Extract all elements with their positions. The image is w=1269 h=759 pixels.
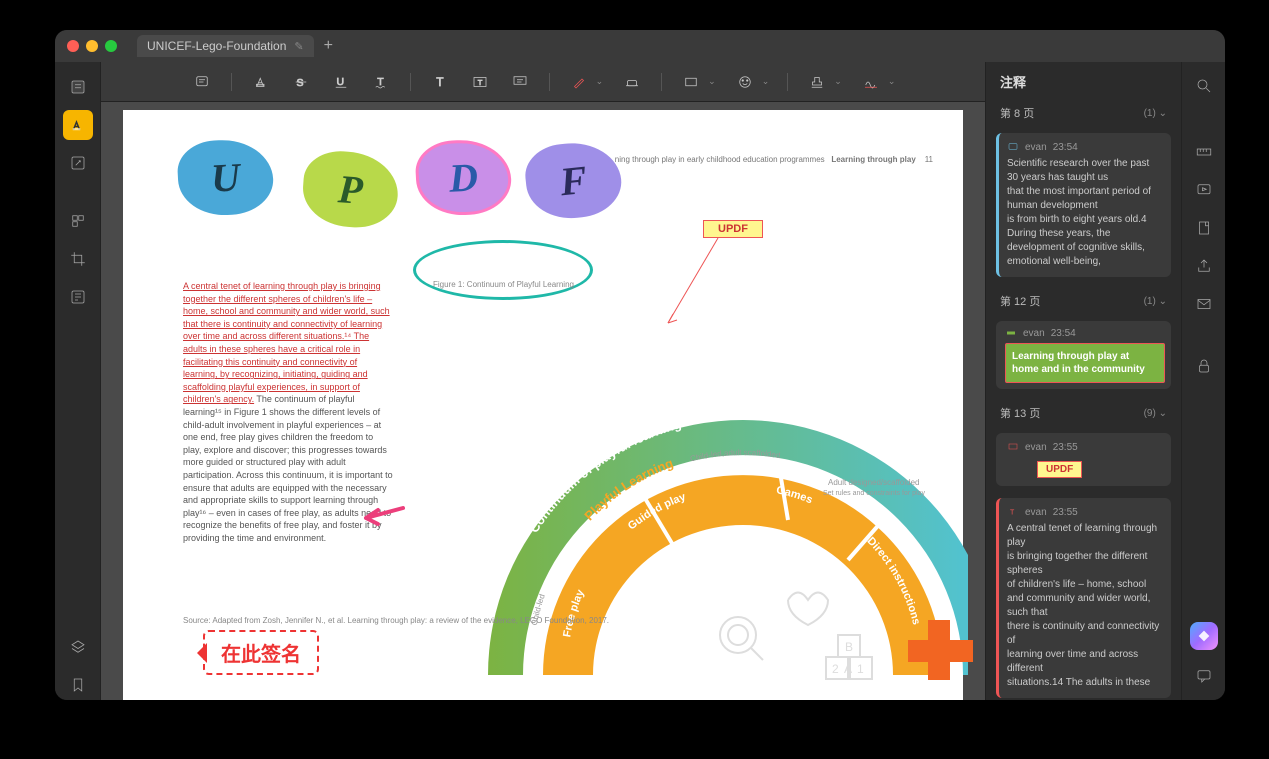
highlight-tool[interactable] — [250, 71, 272, 93]
close-dot[interactable] — [67, 40, 79, 52]
lock-button[interactable] — [1192, 354, 1216, 378]
page-group-12[interactable]: 第 12 页 (1) ⌄ — [986, 285, 1181, 317]
rename-icon[interactable]: ✎ — [294, 40, 303, 53]
page-viewport[interactable]: ning through play in early childhood edu… — [101, 102, 985, 700]
email-button[interactable] — [1192, 292, 1216, 316]
pencil-tool[interactable] — [568, 71, 590, 93]
text-tool[interactable]: T — [429, 71, 451, 93]
svg-text:2: 2 — [832, 662, 839, 676]
ocr-mode-button[interactable] — [63, 282, 93, 312]
stamp-tool[interactable] — [806, 71, 828, 93]
svg-text:U: U — [336, 76, 344, 88]
min-dot[interactable] — [86, 40, 98, 52]
organize-mode-button[interactable] — [63, 206, 93, 236]
sticker-u: U — [176, 138, 275, 218]
left-sidebar — [55, 62, 101, 700]
right-sidebar — [1181, 62, 1225, 700]
source-citation: Source: Adapted from Zosh, Jennifer N., … — [183, 616, 609, 625]
note-tool[interactable] — [191, 71, 213, 93]
tab-title: UNICEF-Lego-Foundation — [147, 39, 286, 53]
svg-text:A: A — [844, 662, 852, 676]
app-window: UNICEF-Lego-Foundation ✎ + — [55, 30, 1225, 700]
sticker-p: P — [300, 149, 400, 230]
sticker-f: F — [522, 138, 624, 223]
textbox-tool[interactable]: T — [469, 71, 491, 93]
slideshow-button[interactable] — [1192, 178, 1216, 202]
window-controls — [67, 40, 117, 52]
page-header: ning through play in early childhood edu… — [615, 155, 933, 164]
annotations-panel: 注释 第 8 页 (1) ⌄ evan 23:54 Scientific res… — [985, 62, 1181, 700]
crop-mode-button[interactable] — [63, 244, 93, 274]
annotation-toolbar: S U T T T ⌄ ⌄ ⌄ ⌄ ⌄ — [101, 62, 985, 102]
freehand-oval — [413, 240, 593, 300]
add-tab-button[interactable]: + — [324, 37, 333, 55]
annotation-card[interactable]: T evan 23:55 A central tenet of learning… — [996, 498, 1171, 698]
signature-tool[interactable] — [860, 71, 882, 93]
signature-stamp[interactable]: 在此签名 — [203, 630, 319, 675]
svg-text:B: B — [845, 640, 853, 654]
callout-tool[interactable] — [509, 71, 531, 93]
comment-button[interactable] — [1192, 664, 1216, 688]
edit-mode-button[interactable] — [63, 148, 93, 178]
svg-text:Set rules and constraints for: Set rules and constraints for play — [823, 490, 925, 497]
bookmarks-button[interactable] — [63, 670, 93, 700]
annotation-card[interactable]: evan 23:55 UPDF — [996, 433, 1171, 486]
eraser-tool[interactable] — [621, 71, 643, 93]
document-tab[interactable]: UNICEF-Lego-Foundation ✎ — [137, 35, 314, 57]
svg-text:S: S — [296, 76, 303, 88]
reader-mode-button[interactable] — [63, 72, 93, 102]
figure-caption: Figure 1: Continuum of Playful Learning — [433, 280, 574, 289]
svg-text:T: T — [477, 78, 482, 87]
share-button[interactable] — [1192, 254, 1216, 278]
annotation-card[interactable]: evan 23:54 Scientific research over the … — [996, 133, 1171, 277]
layers-button[interactable] — [63, 632, 93, 662]
ruler-button[interactable] — [1192, 140, 1216, 164]
page-group-13[interactable]: 第 13 页 (9) ⌄ — [986, 397, 1181, 429]
document-area: S U T T T ⌄ ⌄ ⌄ ⌄ ⌄ ning t — [101, 62, 985, 700]
freehand-arrow — [358, 500, 408, 530]
svg-text:T: T — [436, 74, 444, 88]
page-display-button[interactable] — [1192, 216, 1216, 240]
svg-text:1: 1 — [857, 662, 864, 676]
page-group-8[interactable]: 第 8 页 (1) ⌄ — [986, 97, 1181, 129]
search-button[interactable] — [1192, 74, 1216, 98]
pdf-page: ning through play in early childhood edu… — [123, 110, 963, 700]
underline-tool[interactable]: U — [330, 71, 352, 93]
max-dot[interactable] — [105, 40, 117, 52]
svg-text:Adult designed/scaffolded: Adult designed/scaffolded — [828, 478, 919, 487]
strikeout-tool[interactable]: S — [290, 71, 312, 93]
cross-shape — [908, 620, 978, 680]
titlebar: UNICEF-Lego-Foundation ✎ + — [55, 30, 1225, 62]
callout-box: UPDF — [703, 220, 763, 238]
ai-assistant-button[interactable] — [1190, 622, 1218, 650]
svg-text:T: T — [1010, 510, 1015, 517]
learning-continuum-diagram: Continuum of playful learning Playful Le… — [448, 305, 968, 700]
rect-tool[interactable] — [680, 71, 702, 93]
annotate-mode-button[interactable] — [63, 110, 93, 140]
annotation-card[interactable]: evan 23:54 Learning through play at home… — [996, 321, 1171, 389]
annotations-title: 注释 — [986, 62, 1181, 97]
sticker-d: D — [414, 138, 513, 218]
sticker-tool[interactable] — [734, 71, 756, 93]
squiggly-tool[interactable]: T — [370, 71, 392, 93]
